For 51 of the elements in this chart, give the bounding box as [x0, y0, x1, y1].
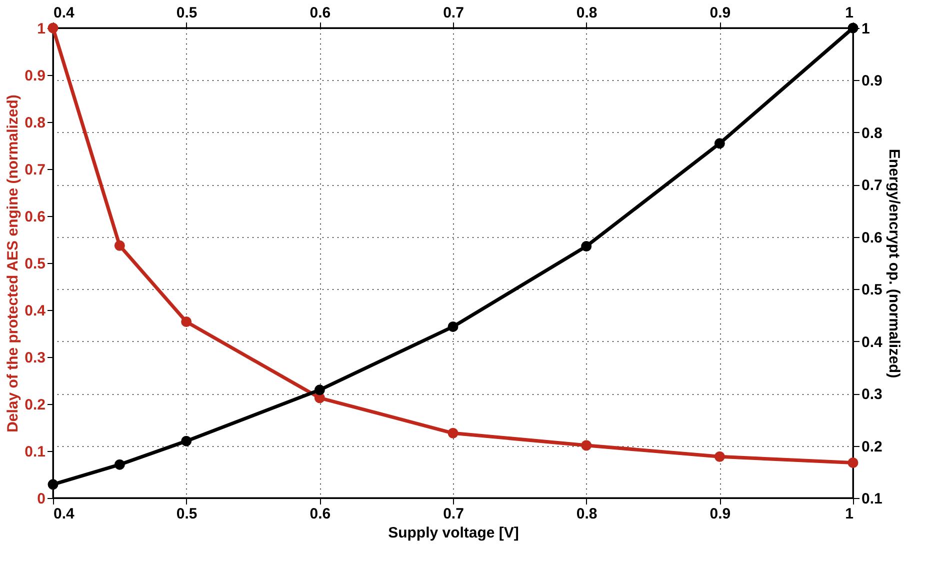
y-tick-label: 0.5 — [24, 256, 46, 272]
point — [181, 316, 192, 327]
point — [448, 428, 458, 438]
x2-tick-label: 0.8 — [576, 4, 598, 22]
y-tick-label: 0 — [37, 490, 46, 508]
x-tick-label: 0.6 — [310, 506, 331, 522]
point — [181, 436, 192, 446]
y2-tick-label: 0.5 — [862, 282, 882, 299]
x2-tick-label: 0.6 — [310, 4, 331, 22]
y2-tick-label: 0.7 — [862, 177, 882, 194]
y-tick-label: 0.3 — [24, 350, 46, 366]
point — [581, 440, 592, 451]
y2-tick-label: 0.4 — [862, 334, 884, 351]
point — [314, 384, 325, 396]
x-tick-label: 0.7 — [443, 506, 464, 522]
y2-tick-label: 0.1 — [862, 490, 882, 508]
x2-tick-label: 1 — [845, 4, 854, 22]
point — [714, 451, 725, 462]
y2-tick-label: 0.8 — [862, 124, 882, 142]
point — [114, 240, 125, 251]
point — [114, 459, 125, 470]
y2-tick-label: 1 — [862, 20, 870, 38]
point — [714, 138, 725, 149]
x2-tick-label: 0.9 — [710, 4, 731, 22]
y2-axis-title: Energy/encrypt op. (normalized) — [885, 148, 902, 378]
x-tick-label: 0.9 — [710, 506, 731, 522]
x-tick-label: 0.8 — [576, 506, 598, 522]
y-tick-label: 0.2 — [24, 396, 46, 414]
x2-tick-label: 0.4 — [54, 4, 76, 22]
y-tick-label: 0.6 — [24, 208, 46, 226]
point — [48, 479, 58, 490]
y-tick-label: 0.1 — [24, 444, 46, 460]
x-tick-label: 0.4 — [54, 506, 76, 522]
y2-tick-label: 0.9 — [862, 72, 882, 90]
y2-tick-label: 0.3 — [862, 386, 882, 404]
y-tick-label: 0.8 — [24, 114, 46, 132]
x-tick-label: 1 — [845, 506, 854, 522]
y2-tick-label: 0.2 — [862, 438, 882, 456]
y-tick-label: 0.9 — [24, 68, 46, 84]
point — [448, 321, 458, 332]
y2-tick-label: 0.6 — [862, 229, 882, 246]
point — [848, 458, 858, 468]
y-axis-title: Delay of the protected AES engine (normalized) — [4, 94, 22, 432]
x-tick-label: 0.5 — [176, 506, 198, 522]
y-tick-label: 1 — [37, 20, 46, 38]
x2-tick-label: 0.5 — [176, 4, 198, 22]
y-tick-label: 0.4 — [24, 302, 46, 320]
x-axis-title: Supply voltage [V] — [388, 524, 519, 542]
x2-tick-label: 0.7 — [443, 4, 464, 22]
point — [581, 241, 592, 252]
y-tick-label: 0.7 — [24, 162, 46, 178]
